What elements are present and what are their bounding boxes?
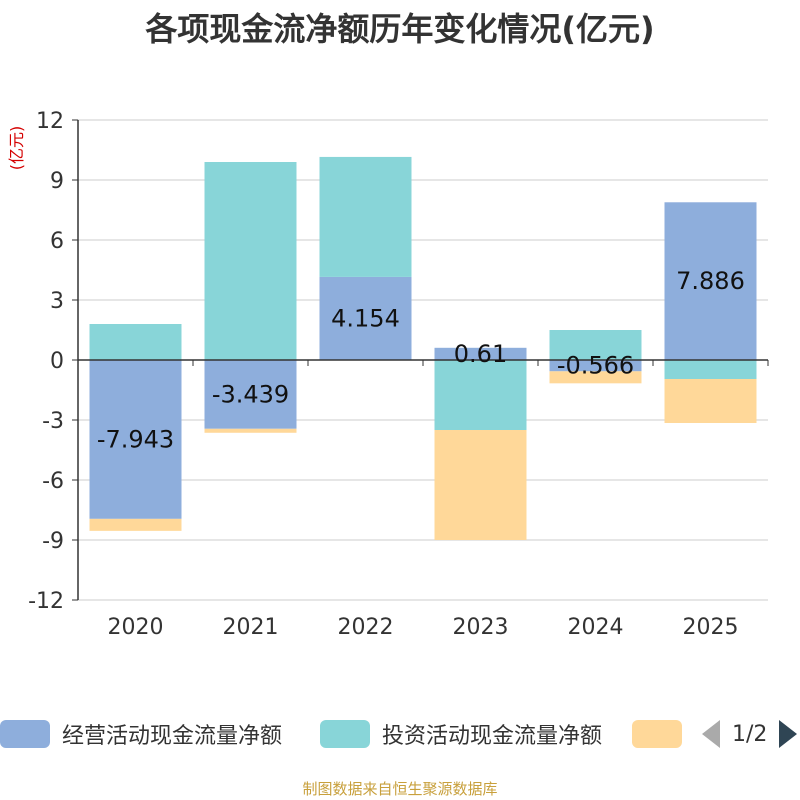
bar-investing — [319, 156, 412, 277]
legend-item-operating[interactable]: 经营活动现金流量净额 — [0, 716, 282, 752]
data-label: -0.566 — [557, 352, 634, 380]
y-tick-label: -6 — [42, 469, 64, 494]
bar-financing — [89, 518, 182, 531]
legend-prev-page-icon[interactable] — [702, 720, 720, 748]
bar-financing — [204, 428, 297, 433]
legend: 经营活动现金流量净额 投资活动现金流量净额 1/2 — [0, 712, 800, 756]
bar-investing — [664, 360, 757, 379]
chart-title: 各项现金流净额历年变化情况(亿元) — [145, 10, 655, 48]
legend-pager: 1/2 — [702, 716, 798, 752]
legend-label-investing: 投资活动现金流量净额 — [382, 724, 603, 749]
y-tick-label: -12 — [28, 589, 64, 614]
x-tick-label: 2021 — [223, 615, 279, 640]
bar-chart: 12 9 6 3 0 -3 -6 -9 -12 (亿元) 2020 2021 2022 2023 2024 2… — [7, 109, 769, 640]
x-tick-label: 2022 — [338, 615, 394, 640]
bar-financing — [434, 430, 527, 540]
bar-investing — [434, 360, 527, 430]
bar-investing — [89, 324, 182, 360]
x-tick-label: 2023 — [453, 615, 509, 640]
bar-operating — [89, 360, 182, 519]
y-axis-unit-label: (亿元) — [7, 126, 26, 171]
y-tick-label: 9 — [50, 169, 64, 194]
legend-next-page-icon[interactable] — [779, 720, 798, 748]
x-tick-label: 2025 — [683, 615, 739, 640]
y-tick-label: -9 — [42, 529, 64, 554]
bar-financing — [549, 371, 642, 384]
legend-item-investing[interactable]: 投资活动现金流量净额 — [320, 716, 602, 752]
legend-swatch-operating — [0, 720, 50, 748]
legend-page-indicator: 1/2 — [732, 721, 768, 747]
bar-financing — [664, 379, 757, 423]
legend-item-financing[interactable] — [632, 716, 682, 752]
bar-operating — [319, 276, 412, 360]
bar-operating — [204, 360, 297, 429]
bar-investing — [549, 330, 642, 360]
bar-operating — [549, 360, 642, 372]
data-label: -3.439 — [212, 380, 289, 408]
y-tick-label: -3 — [42, 409, 64, 434]
legend-swatch-investing — [320, 720, 370, 748]
legend-label-operating: 经营活动现金流量净额 — [62, 724, 283, 749]
legend-swatch-financing — [632, 720, 682, 748]
bar-operating — [664, 202, 757, 360]
data-label: -7.943 — [97, 425, 174, 453]
bar-investing — [204, 162, 297, 360]
y-tick-label: 6 — [50, 229, 64, 254]
x-tick-label: 2024 — [568, 615, 624, 640]
data-label: 0.61 — [454, 340, 507, 368]
bar-operating — [434, 347, 527, 360]
data-source-note: 制图数据来自恒生聚源数据库 — [302, 780, 498, 798]
x-tick-label: 2020 — [108, 615, 164, 640]
y-tick-label: 3 — [50, 289, 64, 314]
data-label: 7.886 — [676, 267, 745, 295]
y-tick-label: 0 — [50, 349, 64, 374]
data-label: 4.154 — [331, 304, 400, 332]
y-tick-label: 12 — [36, 109, 64, 134]
